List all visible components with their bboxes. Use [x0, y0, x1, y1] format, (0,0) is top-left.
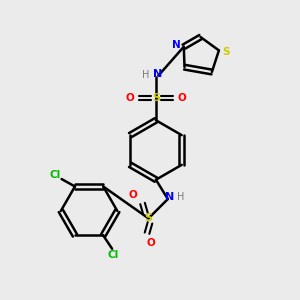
Text: N: N: [153, 69, 162, 79]
Text: Cl: Cl: [50, 170, 61, 181]
Text: H: H: [142, 70, 149, 80]
Text: H: H: [177, 192, 184, 202]
Text: Cl: Cl: [108, 250, 119, 260]
Text: S: S: [223, 47, 230, 57]
Text: S: S: [145, 213, 152, 224]
Text: S: S: [152, 93, 160, 103]
Text: N: N: [172, 40, 181, 50]
Text: N: N: [165, 192, 174, 202]
Text: O: O: [146, 238, 155, 248]
Text: O: O: [129, 190, 137, 200]
Text: O: O: [178, 93, 187, 103]
Text: O: O: [125, 93, 134, 103]
